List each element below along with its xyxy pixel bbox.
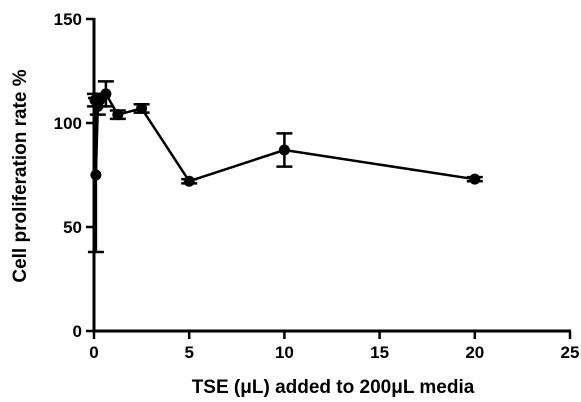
y-tick-label: 50 (63, 218, 82, 237)
y-axis: 0 50 100 150 (54, 10, 96, 341)
data-point (90, 169, 102, 181)
y-axis-title: Cell proliferation rate % (10, 69, 31, 282)
data-point (112, 109, 124, 121)
series-layer (86, 80, 483, 254)
x-tick-label: 10 (275, 343, 294, 362)
x-tick-label: 15 (370, 343, 389, 362)
x-tick-label: 20 (465, 343, 484, 362)
y-tick-label: 100 (54, 114, 82, 133)
data-point (100, 88, 112, 100)
x-tick-label: 25 (561, 343, 580, 362)
data-point (278, 144, 290, 156)
y-tick-label: 0 (73, 322, 82, 341)
x-tick-label: 5 (184, 343, 193, 362)
data-point (469, 173, 481, 185)
x-axis-title: TSE (μL) added to 200μL media (192, 377, 475, 398)
data-point (183, 175, 195, 187)
x-tick-label: 0 (89, 343, 98, 362)
data-point (136, 102, 148, 114)
x-axis: 0 5 10 15 20 25 (89, 329, 580, 362)
y-tick-label: 150 (54, 10, 82, 29)
